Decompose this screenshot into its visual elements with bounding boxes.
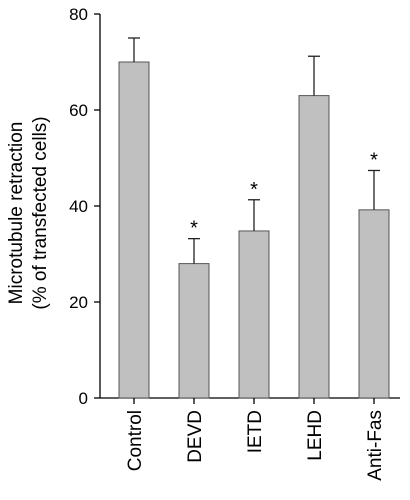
significance-marker: *: [370, 149, 378, 171]
significance-marker: *: [190, 218, 198, 240]
category-label: Control: [125, 410, 146, 471]
y-tick-label: 80: [69, 5, 88, 24]
y-axis-label-line1: Microtubule retraction: [6, 122, 27, 305]
bar-devd: [178, 263, 210, 399]
y-tick-label: 0: [79, 389, 88, 408]
y-axis-label-line2: (% of transfected cells): [30, 116, 51, 309]
category-label: DEVD: [185, 410, 206, 463]
bar-anti-fas: [358, 209, 390, 399]
y-tick-label: 40: [69, 197, 88, 216]
category-label: IETD: [245, 410, 266, 453]
significance-marker: *: [250, 179, 258, 201]
bar-ietd: [238, 230, 270, 399]
bar-lehd: [298, 95, 330, 399]
category-label: LEHD: [305, 410, 326, 461]
y-tick-label: 60: [69, 101, 88, 120]
y-tick-label: 20: [69, 293, 88, 312]
category-label: Anti-Fas: [365, 410, 386, 481]
bar-control: [118, 61, 150, 399]
